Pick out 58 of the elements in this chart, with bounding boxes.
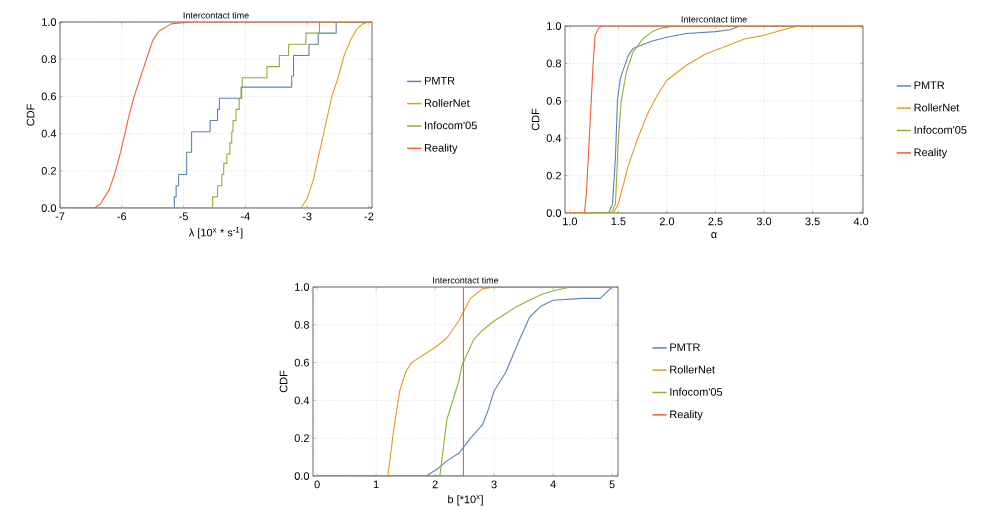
- legend-label: RollerNet: [424, 98, 470, 107]
- legend-label: Reality: [424, 143, 458, 154]
- y-tick-label: 0.0: [41, 204, 57, 212]
- y-axis-title: CDF: [279, 370, 288, 393]
- x-tick-label: 5: [609, 480, 615, 489]
- x-tick-label: 3: [491, 480, 497, 489]
- x-tick-label: 1.0: [563, 217, 578, 226]
- x-tick-label: 3.0: [756, 217, 772, 226]
- x-tick-label: -6: [117, 212, 127, 221]
- x-tick-label: 4.0: [853, 217, 869, 226]
- y-tick-label: 0.0: [294, 472, 310, 480]
- y-tick-label: 0.4: [41, 129, 57, 138]
- y-tick-label: 0.6: [546, 96, 561, 105]
- chart-title: Intercontact time: [681, 15, 747, 23]
- legend-label: Infocom'05: [914, 125, 967, 134]
- y-tick-label: 0.4: [546, 134, 562, 143]
- x-tick-label: 2.0: [659, 217, 675, 226]
- y-tick-label: 1.0: [42, 18, 57, 26]
- x-tick-label: 3.5: [805, 217, 820, 226]
- legend-label: Reality: [670, 410, 703, 421]
- y-tick-label: 0.8: [546, 59, 561, 68]
- y-tick-label: 0.2: [546, 171, 561, 180]
- chart-title: Intercontact time: [433, 276, 499, 284]
- y-tick-label: 1.0: [295, 283, 310, 291]
- x-axis-title: b [*10$^{x}$]: [448, 495, 483, 506]
- y-axis-title: CDF: [26, 104, 35, 126]
- y-tick-label: 0.4: [294, 396, 310, 405]
- y-tick-label: 0.2: [41, 166, 56, 175]
- x-tick-label: 2: [432, 480, 438, 489]
- x-axis-title: α: [711, 232, 717, 239]
- x-tick-label: -5: [179, 212, 188, 221]
- x-tick-label: -7: [55, 212, 65, 221]
- y-tick-label: 0.8: [294, 320, 309, 329]
- legend-label: Infocom'05: [670, 387, 723, 396]
- legend-label: PMTR: [424, 76, 455, 85]
- x-tick-label: 2.5: [708, 217, 723, 226]
- x-tick-label: 4: [550, 480, 556, 489]
- y-tick-label: 0.8: [41, 55, 56, 64]
- y-axis-title: CDF: [531, 108, 540, 131]
- y-tick-label: 0.6: [294, 358, 309, 367]
- x-tick-label: 1.5: [611, 217, 626, 226]
- y-tick-label: 1.0: [547, 22, 562, 30]
- legend-label: PMTR: [670, 343, 700, 351]
- x-tick-label: -2: [364, 212, 374, 221]
- legend-label: Reality: [914, 148, 948, 159]
- y-tick-label: 0.2: [294, 434, 309, 443]
- legend-label: Infocom'05: [425, 121, 477, 130]
- legend-label: RollerNet: [914, 103, 960, 112]
- legend-label: PMTR: [914, 81, 945, 89]
- x-tick-label: -3: [302, 212, 312, 221]
- x-tick-label: 1: [373, 480, 379, 489]
- x-tick-label: -4: [240, 212, 250, 221]
- chart-title: Intercontact time: [183, 11, 249, 19]
- x-axis-title: λ [10$^{x}$ * s$^{-1}$]: [188, 227, 243, 239]
- x-tick-label: 0: [314, 480, 320, 489]
- y-tick-label: 0.0: [546, 209, 562, 217]
- y-tick-label: 0.6: [41, 92, 56, 101]
- legend-label: RollerNet: [670, 365, 715, 374]
